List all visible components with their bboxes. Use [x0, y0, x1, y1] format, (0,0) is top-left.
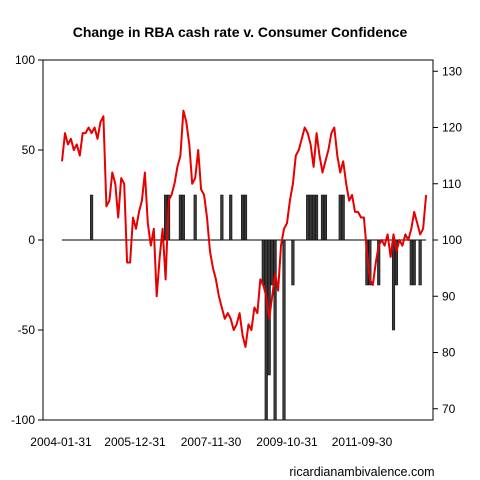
bar — [164, 194, 168, 241]
right-tick-label: 80 — [442, 346, 456, 360]
bar — [312, 194, 316, 241]
bar — [306, 194, 310, 241]
bar — [309, 194, 313, 241]
bar — [264, 239, 268, 421]
left-tick-label: 0 — [28, 233, 35, 247]
right-tick-label: 130 — [442, 64, 462, 78]
x-axis: 2004-01-31 2005-12-31 2007-11-30 2009-10-31… — [30, 435, 392, 449]
bar — [377, 239, 381, 286]
bar — [229, 194, 233, 241]
bar — [241, 194, 245, 241]
bar — [178, 194, 182, 241]
x-tick-label: 2004-01-31 — [30, 435, 92, 449]
bar — [409, 239, 413, 286]
bar — [90, 194, 94, 241]
left-tick-label: 50 — [22, 143, 36, 157]
left-axis: -100 -50 0 50 100 — [11, 53, 43, 427]
right-tick-label: 100 — [442, 233, 462, 247]
bar — [282, 239, 286, 421]
x-tick-label: 2009-10-31 — [256, 435, 318, 449]
left-tick-label: 100 — [15, 53, 35, 67]
bar — [341, 194, 345, 241]
left-tick-label: -50 — [18, 323, 36, 337]
bar — [418, 239, 422, 286]
cash-rate-bars — [90, 194, 422, 421]
bar — [181, 194, 185, 241]
bar — [391, 239, 396, 331]
consumer-confidence-line — [61, 109, 428, 348]
bar — [243, 194, 248, 241]
bar — [291, 239, 295, 286]
right-tick-label: 120 — [442, 121, 462, 135]
bar — [412, 239, 416, 286]
right-tick-label: 90 — [442, 289, 456, 303]
left-tick-label: -100 — [11, 413, 35, 427]
right-tick-label: 70 — [442, 402, 456, 416]
x-tick-label: 2011-09-30 — [332, 435, 393, 449]
bar — [394, 239, 399, 286]
right-axis: 70 80 90 100 110 120 130 — [433, 64, 462, 416]
bar — [315, 194, 319, 241]
site-credit: ricardianambivalence.com — [289, 465, 434, 479]
bar — [323, 194, 327, 241]
bar — [273, 239, 277, 421]
bar — [270, 239, 274, 286]
bar — [193, 194, 197, 241]
chart-title: Change in RBA cash rate v. Consumer Conf… — [73, 24, 408, 40]
bar — [220, 194, 224, 241]
right-tick-label: 110 — [442, 177, 461, 191]
x-tick-label: 2005-12-31 — [104, 435, 166, 449]
bar — [338, 194, 342, 241]
bar — [320, 194, 325, 241]
bar — [261, 239, 265, 286]
x-tick-label: 2007-11-30 — [181, 435, 242, 449]
